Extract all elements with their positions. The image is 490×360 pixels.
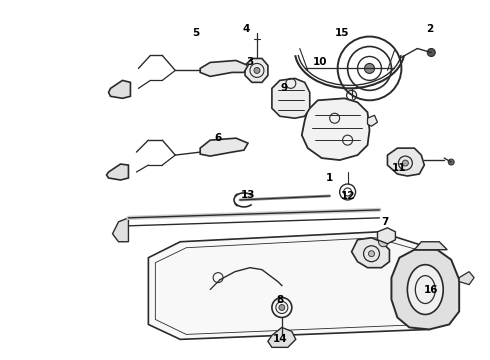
Text: 8: 8 [276,294,284,305]
Polygon shape [148,232,429,339]
Polygon shape [268,328,296,347]
Text: 2: 2 [426,24,433,33]
Ellipse shape [407,265,443,315]
Polygon shape [377,228,395,244]
Polygon shape [108,80,130,98]
Polygon shape [200,138,248,156]
Text: 6: 6 [215,133,222,143]
Circle shape [448,159,454,165]
Text: 15: 15 [334,28,349,37]
Polygon shape [113,218,128,242]
Circle shape [378,237,389,247]
Text: 7: 7 [381,217,388,227]
Text: 11: 11 [392,163,407,173]
Text: 14: 14 [272,334,287,345]
Text: 13: 13 [241,190,255,200]
Circle shape [365,63,374,73]
Polygon shape [272,78,310,118]
Polygon shape [200,60,248,76]
Polygon shape [106,164,128,180]
Text: 10: 10 [313,58,327,67]
Polygon shape [388,148,424,176]
Text: 3: 3 [246,58,254,67]
Circle shape [368,251,374,257]
Polygon shape [459,272,474,285]
Polygon shape [302,98,369,160]
Polygon shape [352,238,390,268]
Text: 12: 12 [341,191,355,201]
Text: 5: 5 [193,28,200,37]
Text: 1: 1 [326,173,333,183]
Polygon shape [245,58,268,82]
Text: 9: 9 [280,84,288,93]
Circle shape [254,67,260,73]
Polygon shape [368,115,377,126]
Polygon shape [415,242,447,250]
Text: 4: 4 [243,24,250,33]
Text: 16: 16 [424,284,439,294]
Polygon shape [392,250,459,329]
Circle shape [427,49,435,57]
Circle shape [279,305,285,310]
Circle shape [402,160,408,166]
